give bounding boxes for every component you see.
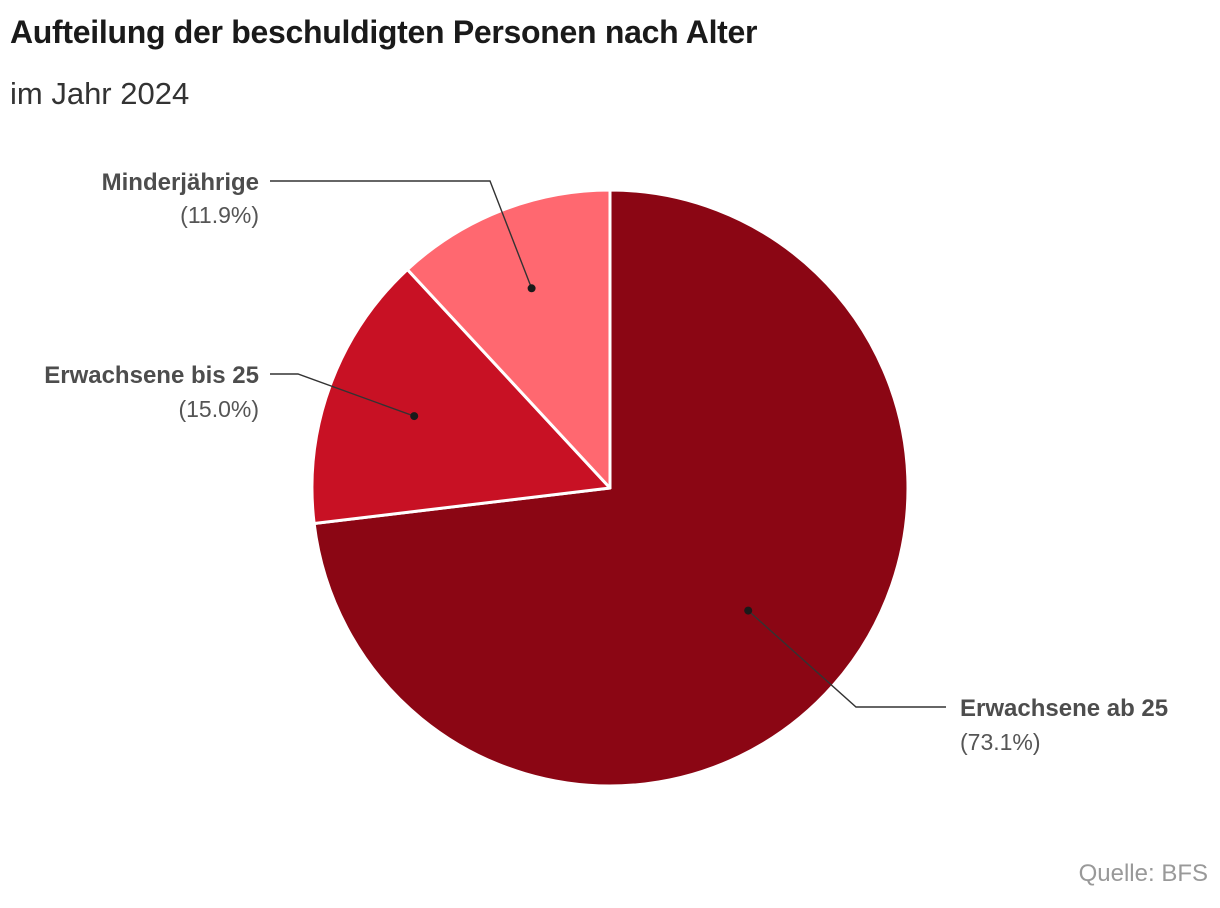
leader-lines — [270, 180, 946, 708]
leader-dot-erwachsene-ab-25 — [744, 606, 753, 615]
chart-subtitle: im Jahr 2024 — [10, 76, 190, 111]
slice-label-erwachsene-ab-25: Erwachsene ab 25 — [960, 695, 1168, 722]
slice-label-minderjährige: Minderjährige — [102, 169, 259, 196]
pie-slices — [310, 188, 910, 788]
slice-labels: Erwachsene ab 25 (73.1%) Erwachsene bis 25… — [44, 169, 1168, 755]
source-note: Quelle: BFS — [1078, 860, 1208, 887]
leader-dot-minderjährige — [527, 284, 536, 293]
leader-dot-erwachsene-bis-25 — [410, 412, 419, 421]
chart-title: Aufteilung der beschuldigten Personen na… — [10, 14, 758, 50]
slice-label-erwachsene-bis-25: Erwachsene bis 25 — [44, 362, 259, 389]
slice-percent-erwachsene-ab-25: (73.1%) — [960, 729, 1041, 755]
leader-line-minderjährige — [270, 180, 533, 289]
leader-line-erwachsene-bis-25 — [270, 373, 415, 417]
leader-line-erwachsene-ab-25 — [747, 610, 946, 708]
slice-percent-erwachsene-bis-25: (15.0%) — [178, 396, 259, 422]
slice-percent-minderjährige: (11.9%) — [180, 202, 259, 228]
